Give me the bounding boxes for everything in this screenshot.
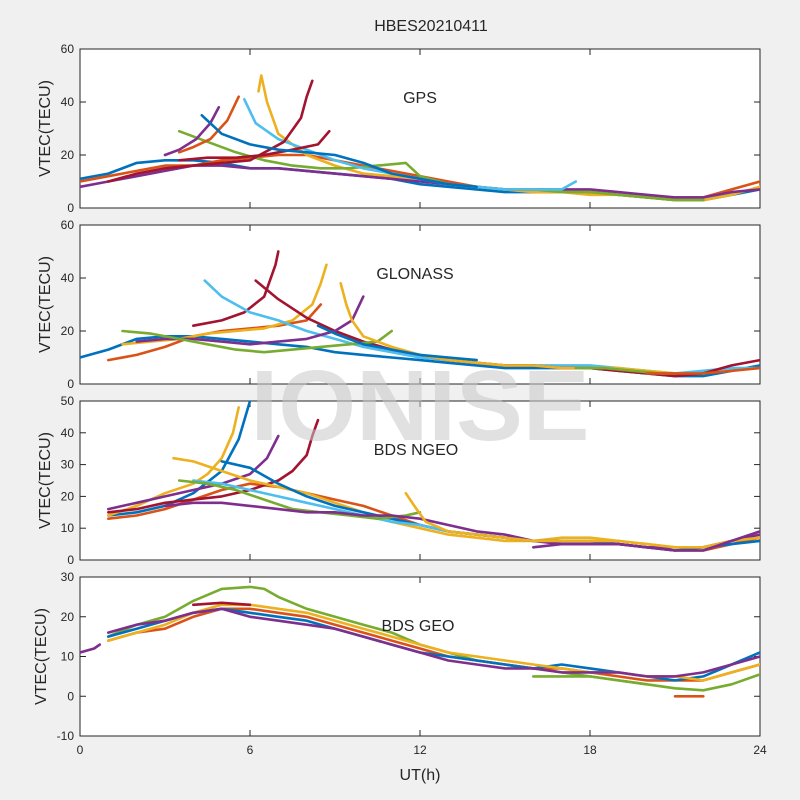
watermark: IONISE [251, 350, 590, 462]
series-line-10 [163, 501, 760, 549]
y-tick-label: 0 [67, 689, 74, 703]
series-line-12 [531, 530, 760, 552]
y-tick-label: 0 [67, 553, 74, 567]
series-line-11 [316, 324, 479, 362]
y-tick-label: 60 [61, 42, 75, 56]
series-line-9 [531, 675, 649, 686]
series-line-12 [645, 366, 760, 375]
panel-label: BDS NGEO [374, 442, 458, 459]
series-line-9 [177, 95, 240, 154]
y-axis-label: VTEC(TECU) [33, 608, 50, 705]
y-tick-label: 20 [61, 324, 75, 338]
series-line-6 [192, 601, 252, 607]
y-tick-label: 0 [67, 201, 74, 215]
y-tick-label: 30 [61, 570, 75, 584]
y-tick-label: 20 [61, 148, 75, 162]
panel-glonass: 0 20 40 60 GLONASS VTEC(TECU) [37, 218, 761, 391]
y-tick-label: 30 [61, 458, 75, 472]
y-tick-label: 10 [61, 650, 75, 664]
series-line-5 [107, 607, 760, 678]
series-line-3 [121, 263, 328, 346]
y-tick-label: 20 [61, 489, 75, 503]
plot-area [79, 576, 761, 737]
x-axis-label: UT(h) [400, 767, 441, 784]
y-tick-label: 60 [61, 218, 75, 232]
series-line-4 [192, 250, 280, 328]
panel-gps: 0 20 40 60 GPS VTEC(TECU) [37, 42, 761, 215]
series-line-8 [192, 479, 479, 536]
x-tick-label: 18 [583, 743, 597, 757]
series-line-9 [177, 479, 422, 521]
y-axis-label: VTEC(TECU) [37, 432, 54, 529]
panel-label: GPS [403, 90, 437, 107]
figure-title: HBES20210411 [374, 18, 488, 35]
panel-label: BDS GEO [382, 618, 455, 635]
series-line-11 [404, 491, 760, 549]
y-tick-label: 40 [61, 271, 75, 285]
y-axis-label: VTEC(TECU) [37, 256, 54, 353]
panel-label: GLONASS [376, 266, 453, 283]
series-line-1 [107, 401, 252, 517]
x-tick-label: 6 [247, 743, 254, 757]
series-line-7 [80, 643, 102, 654]
y-tick-label: 20 [61, 610, 75, 624]
x-tick-label: 0 [77, 743, 84, 757]
x-tick-label: 24 [753, 743, 767, 757]
panel-bds-ngeo: 0 10 20 30 40 50 BDS NGEO VTEC(TECU) [37, 394, 761, 567]
series-line-11 [200, 114, 479, 189]
series-line-10 [163, 106, 221, 157]
y-tick-label: -10 [57, 729, 75, 743]
y-tick-label: 10 [61, 521, 75, 535]
x-tick-label: 12 [413, 743, 427, 757]
series-line-7 [107, 79, 314, 183]
series-line-4 [107, 434, 280, 511]
y-tick-label: 50 [61, 394, 75, 408]
series-line-8 [177, 129, 331, 162]
y-tick-label: 0 [67, 377, 74, 391]
y-axis-label: VTEC(TECU) [37, 80, 54, 177]
series-line-3 [107, 406, 240, 517]
y-tick-label: 40 [61, 95, 75, 109]
y-tick-label: 40 [61, 426, 75, 440]
